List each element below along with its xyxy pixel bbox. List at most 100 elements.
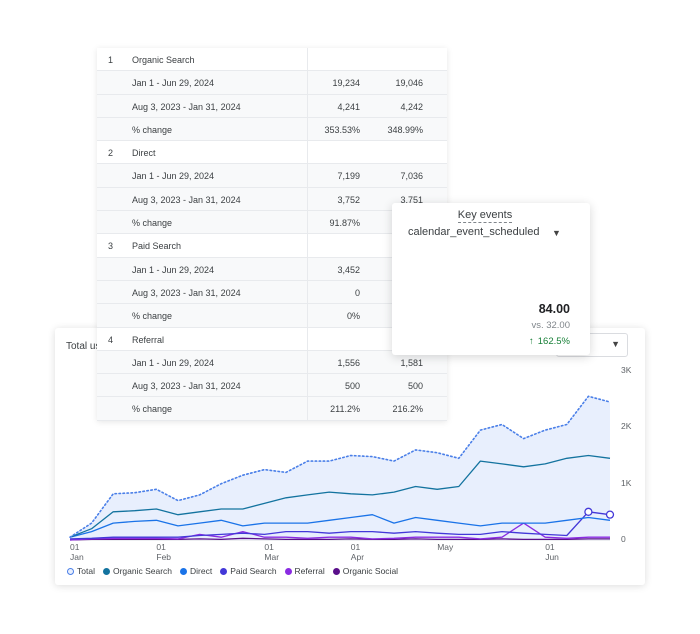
divider xyxy=(307,187,308,211)
table: 1 Organic Search Jan 1 - Jun 29, 2024 19,23… xyxy=(97,48,447,421)
data-row: Jan 1 - Jun 29, 2024 3,452 xyxy=(97,257,447,281)
legend-marker xyxy=(102,567,110,575)
legend-marker xyxy=(180,567,188,575)
data-row: Aug 3, 2023 - Jan 31, 2024 500 500 xyxy=(97,374,447,398)
row-name: Organic Search xyxy=(132,55,195,65)
chart-title: Total users xyxy=(66,341,115,352)
divider xyxy=(307,234,308,257)
cell-value: 348.99% xyxy=(387,124,423,135)
legend-label: Organic Social xyxy=(342,566,399,576)
x-tick-label: 01 Jun xyxy=(545,542,559,562)
cell-value: 3,452 xyxy=(337,264,360,275)
divider xyxy=(307,141,308,164)
metric-selector[interactable]: calendar_event_scheduled xyxy=(408,226,540,238)
cell-value: 4,242 xyxy=(400,101,423,112)
line xyxy=(69,511,611,540)
legend-marker xyxy=(332,567,340,575)
legend-item: Paid Search xyxy=(220,566,277,576)
data-row: % change 353.53% 348.99% xyxy=(97,117,447,142)
key-events-card: Key events calendar_event_scheduled ▼ 84… xyxy=(392,203,590,355)
group-row: 1 Organic Search xyxy=(97,48,447,72)
data-row: Jan 1 - Jun 29, 2024 7,199 7,036 xyxy=(97,164,447,188)
cell-value: 3.751 xyxy=(400,194,423,205)
cell-value: 19,046 xyxy=(395,78,423,89)
line xyxy=(69,395,611,538)
x-tick-label: 01 Apr xyxy=(350,542,365,562)
line xyxy=(69,537,610,541)
row-index: 1 xyxy=(108,55,114,65)
row-label: Jan 1 - Jun 29, 2024 xyxy=(132,78,215,89)
group-row: 4 Referral xyxy=(97,327,447,351)
row-label: Aug 3, 2023 - Jan 31, 2024 xyxy=(132,381,241,392)
cell-value: 7,036 xyxy=(400,171,423,182)
line xyxy=(69,522,610,541)
dropdown-arrow[interactable]: ▼ xyxy=(552,228,561,238)
trend-arrow: ↑ xyxy=(529,336,534,347)
divider xyxy=(307,71,308,94)
row-name: Referral xyxy=(132,334,165,345)
divider xyxy=(307,211,308,234)
y-tick-label: 0 xyxy=(621,534,626,544)
cell-value: 211.2% xyxy=(330,404,360,415)
x-tick-label: 01 Mar xyxy=(264,542,280,562)
cell-value: 0 xyxy=(354,287,360,298)
data-row: % change 211.2% 216.2% xyxy=(97,397,447,421)
data-row: % change 91.87% xyxy=(97,211,447,235)
chart xyxy=(69,395,615,541)
divider xyxy=(307,257,308,280)
data-row: Aug 3, 2023 - Jan 31, 2024 3,752 3.751 xyxy=(97,187,447,212)
y-tick-label: 2K xyxy=(621,421,632,432)
divider xyxy=(307,94,308,117)
legend-item: Organic Search xyxy=(102,566,172,576)
x-tick-label: 01 Feb xyxy=(156,542,172,562)
row-index: 4 xyxy=(108,334,114,345)
legend-marker xyxy=(67,567,74,575)
legend: Total Organic Search Direct Paid Search Refe… xyxy=(67,566,398,576)
row-label: Jan 1 - Jun 29, 2024 xyxy=(132,264,215,275)
divider xyxy=(307,327,308,350)
area xyxy=(70,396,610,540)
legend-marker xyxy=(220,567,228,575)
divider xyxy=(307,280,308,304)
row-label: Jan 1 - Jun 29, 2024 xyxy=(132,357,215,368)
legend-marker xyxy=(284,567,292,575)
legend-item: Referral xyxy=(284,566,325,576)
card-title: Key events xyxy=(457,209,513,223)
data-row: Jan 1 - Jun 29, 2024 19,234 19,046 xyxy=(97,71,447,95)
row-label: % change xyxy=(132,404,173,415)
x-tick-label: 01 Jan xyxy=(70,542,84,562)
cell-value: 1,581 xyxy=(400,357,423,368)
line xyxy=(69,514,611,538)
divider xyxy=(307,374,308,397)
row-label: % change xyxy=(132,311,173,322)
divider xyxy=(307,350,308,374)
cell-value: 216.2% xyxy=(392,404,423,415)
cell-value: 19,234 xyxy=(332,78,360,89)
legend-label: Direct xyxy=(190,566,213,576)
data-row: Aug 3, 2023 - Jan 31, 2024 4,241 4,242 xyxy=(97,94,447,118)
row-name: Direct xyxy=(132,148,156,159)
group-row: 3 Paid Search xyxy=(97,234,447,258)
divider xyxy=(307,397,308,420)
legend-item: Direct xyxy=(180,566,212,576)
divider xyxy=(307,304,308,327)
metric-value: 84.00 xyxy=(538,302,570,316)
cell-value: 0% xyxy=(346,311,360,322)
legend-label: Paid Search xyxy=(230,566,277,576)
dropdown-arrow: ▼ xyxy=(611,339,620,349)
y-tick-label: 1K xyxy=(621,477,632,488)
row-label: Jan 1 - Jun 29, 2024 xyxy=(132,171,215,182)
change-wrap: ↑ 162.5% xyxy=(529,336,570,347)
cell-value: 500 xyxy=(344,381,360,392)
comparison-value: vs. 32.00 xyxy=(531,320,570,331)
row-label: % change xyxy=(132,124,173,135)
cell-value: 91.87% xyxy=(329,218,360,229)
line xyxy=(69,454,611,538)
row-label: Aug 3, 2023 - Jan 31, 2024 xyxy=(132,194,241,205)
data-row: % change 0% xyxy=(97,304,447,328)
cell-value: 353.53% xyxy=(324,124,360,135)
row-index: 3 xyxy=(108,241,114,252)
row-index: 2 xyxy=(108,148,114,159)
row-label: Aug 3, 2023 - Jan 31, 2024 xyxy=(132,101,241,112)
x-tick-label: May xyxy=(437,542,454,552)
